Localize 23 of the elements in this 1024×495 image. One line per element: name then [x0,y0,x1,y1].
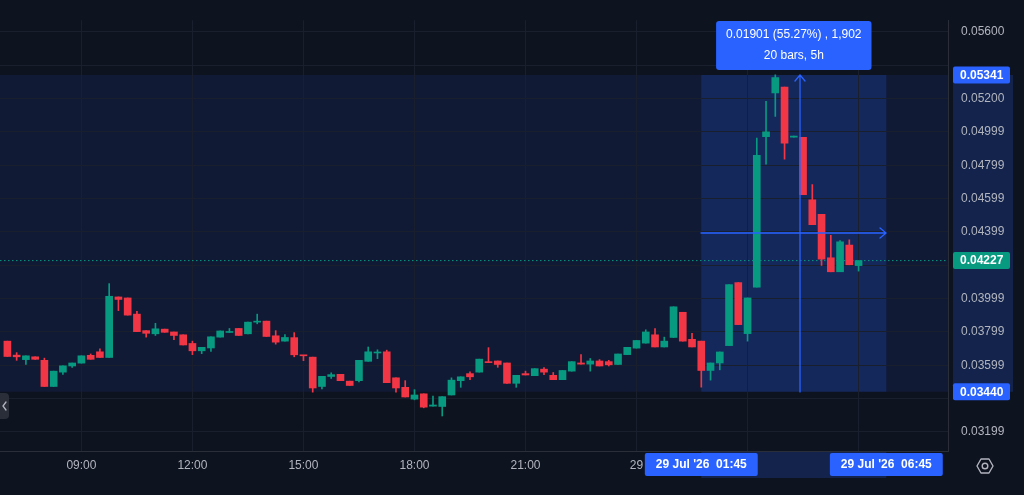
y-tick-label: 0.05341 [960,67,1004,82]
y-tick-label: 0.03799 [961,324,1005,339]
x-tick-label: 21:00 [510,457,541,472]
x-tick-label: 15:00 [288,457,319,472]
y-tick-label: 0.03999 [961,290,1005,305]
x-tick-label: 29 Jul '26 01:45 [655,457,748,472]
y-tick-label: 0.05600 [961,24,1005,39]
y-tick-label: 0.04999 [961,124,1005,139]
x-tick-label: 29 [629,457,644,472]
annotation: 0.01901 (55.27%) , 1,902 20 bars, 5h [726,27,862,63]
x-tick-label: 09:00 [66,457,97,472]
x-tick-label: 18:00 [399,457,430,472]
candlestick [762,101,770,165]
y-tick-label: 0.04599 [961,190,1005,205]
ref-line-label: 0.04227 [960,253,1004,268]
y-tick-label: 0.03199 [961,424,1005,439]
y-tick-label: 0.04799 [961,157,1005,172]
y-tick-label: 0.04399 [961,224,1005,239]
y-tick-label: 0.05200 [961,90,1005,105]
x-tick-label: 29 Jul '26 06:45 [840,457,933,472]
y-tick-label: 0.03599 [961,357,1005,372]
x-tick-label: 12:00 [177,457,208,472]
y-tick-label: 0.03440 [960,384,1004,399]
